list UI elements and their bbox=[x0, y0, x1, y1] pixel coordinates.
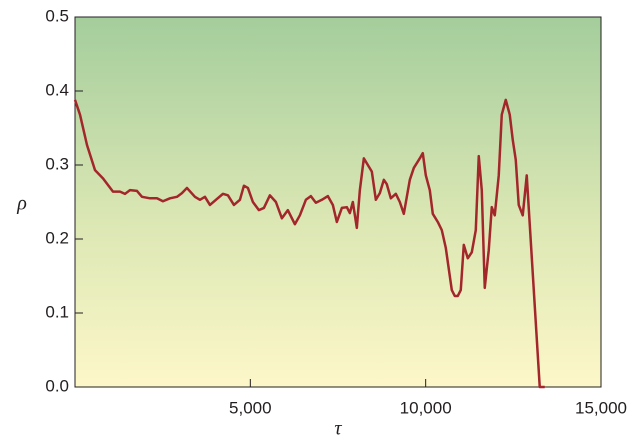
x-tick-label: 10,000 bbox=[400, 398, 452, 417]
y-tick-label: 0.2 bbox=[45, 228, 69, 247]
x-axis-title: τ bbox=[334, 418, 342, 440]
x-tick-label: 15,000 bbox=[575, 398, 627, 417]
data-line bbox=[73, 98, 545, 389]
y-tick-label: 0.1 bbox=[45, 302, 69, 321]
y-tick-label: 0.5 bbox=[45, 6, 69, 25]
y-tick-label: 0.4 bbox=[45, 80, 69, 99]
y-axis-title: ρ bbox=[16, 193, 27, 215]
y-tick-label: 0.3 bbox=[45, 154, 69, 173]
plot-frame bbox=[74, 16, 602, 388]
plot-background bbox=[75, 17, 601, 387]
y-tick-label: 0.0 bbox=[45, 376, 69, 395]
x-tick-label: 5,000 bbox=[229, 398, 272, 417]
